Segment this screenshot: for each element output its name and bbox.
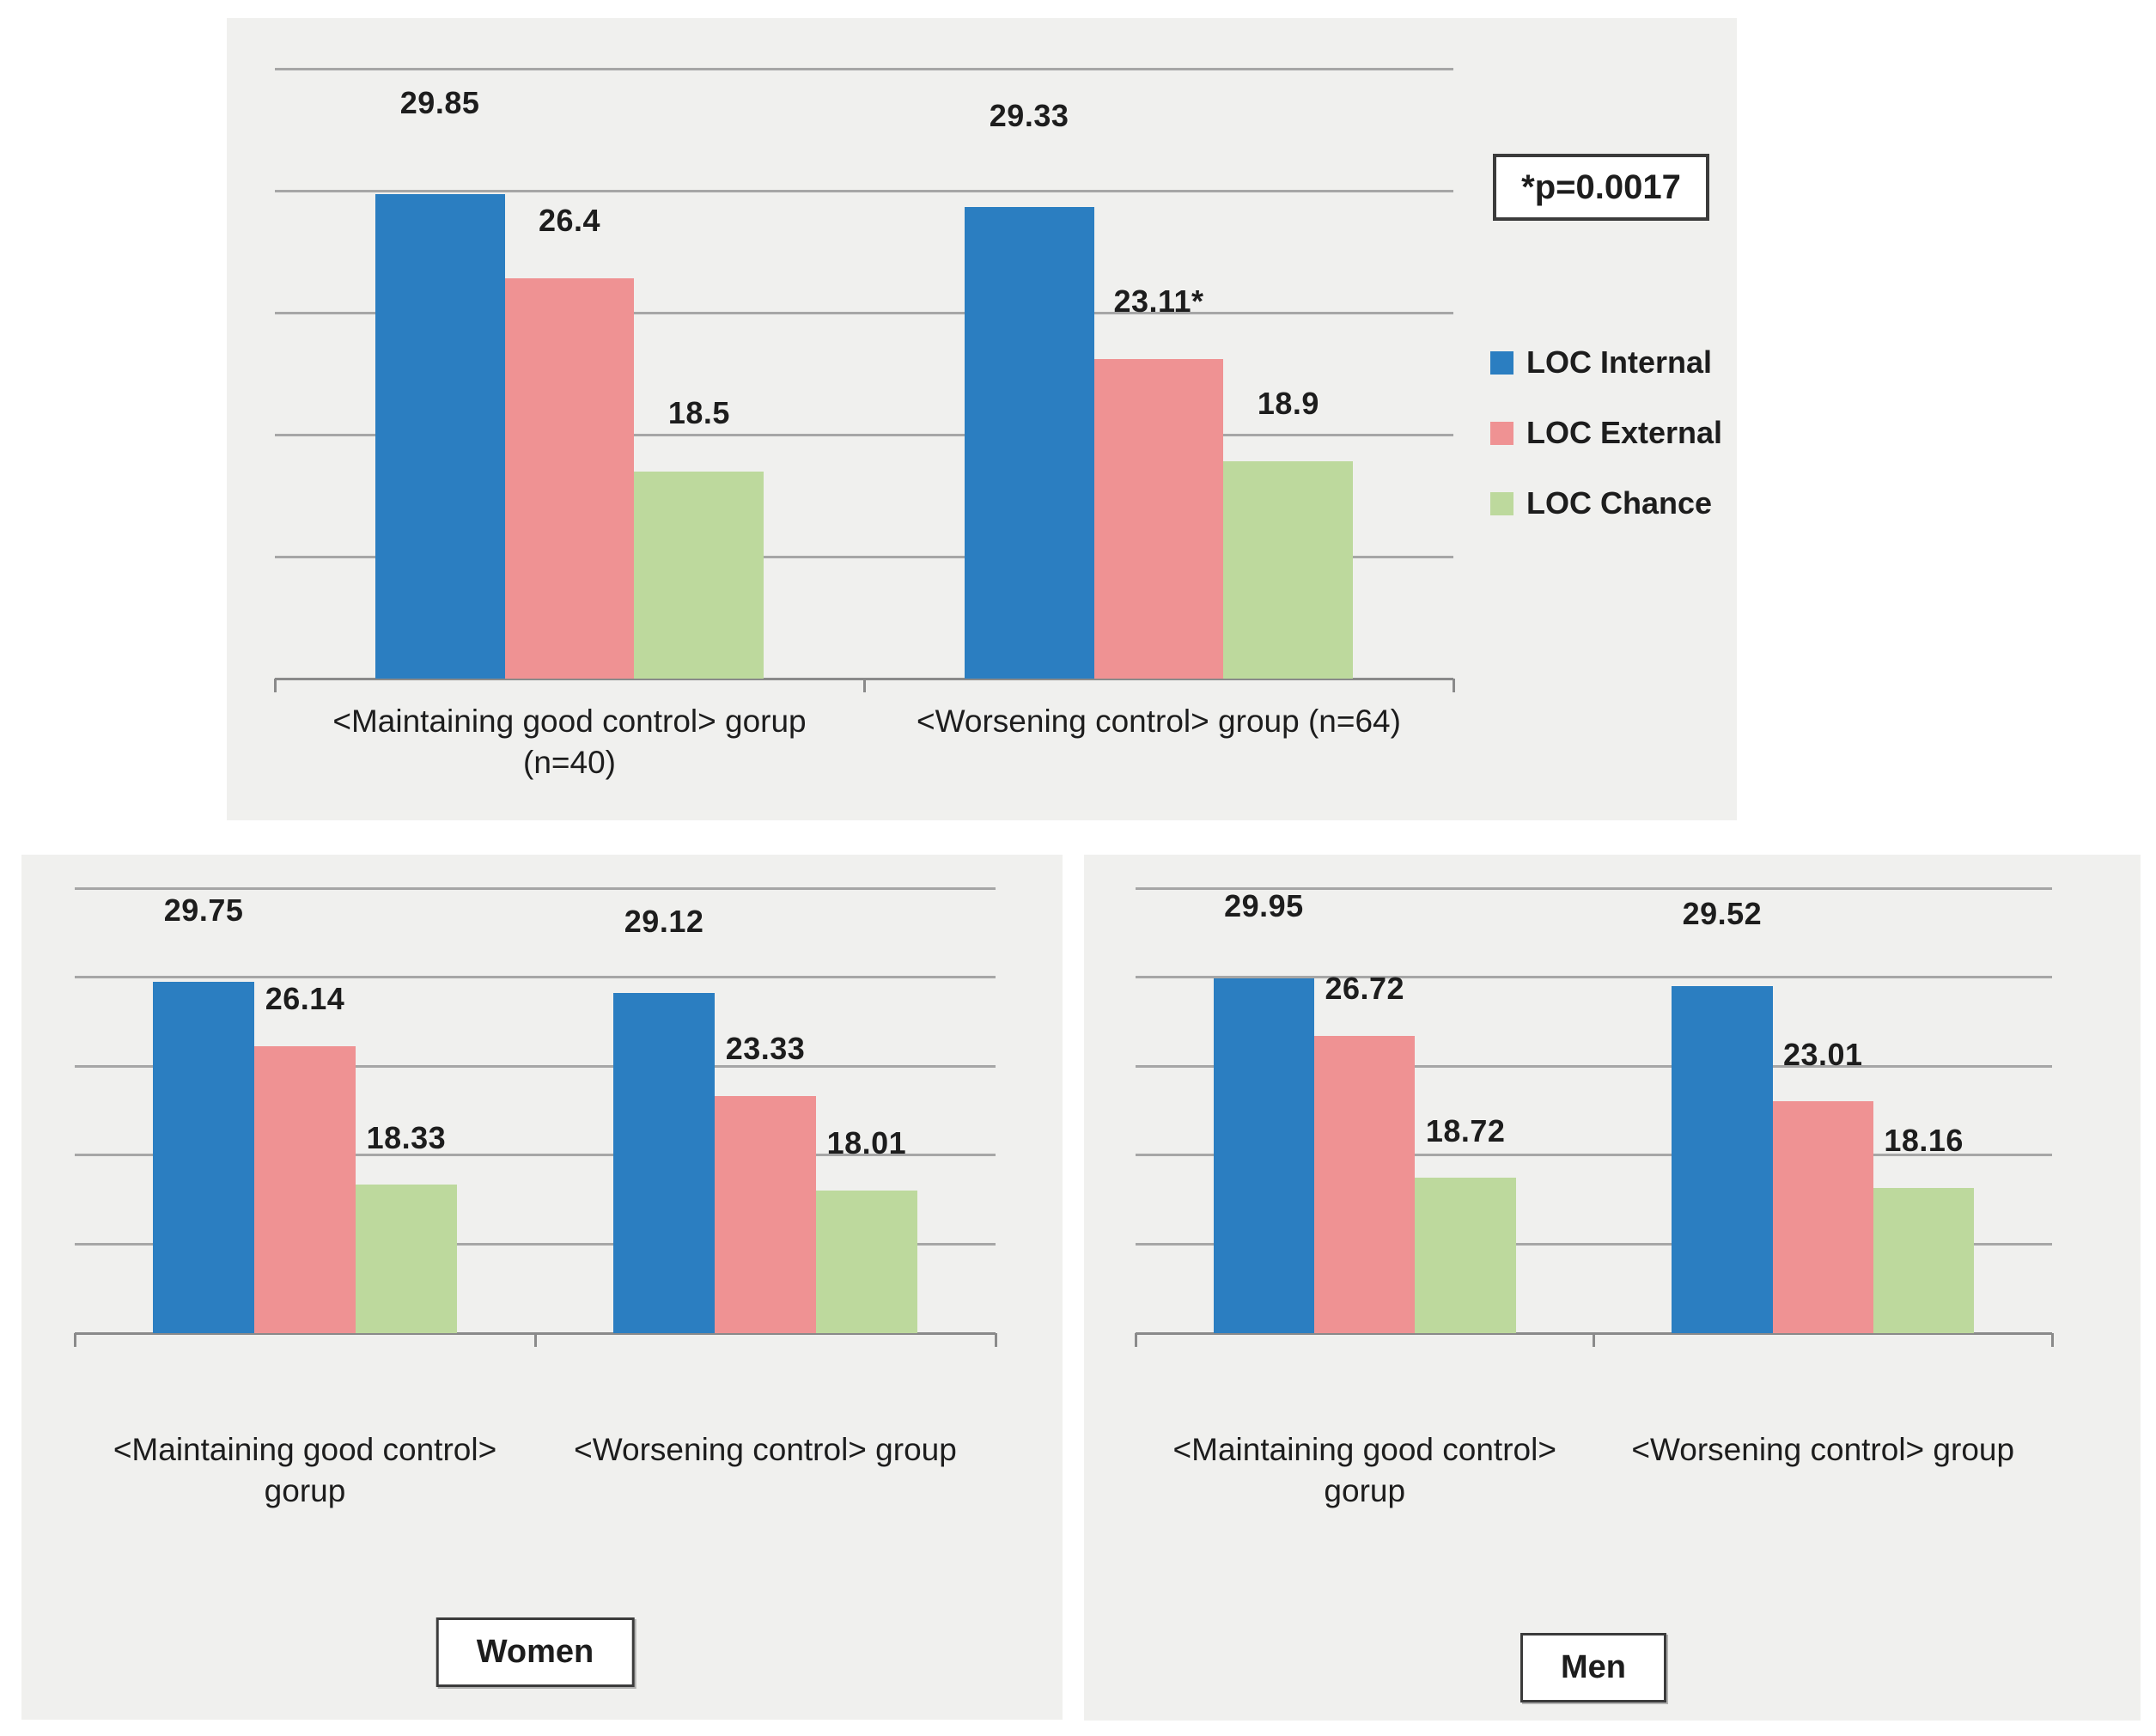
data-label: 29.12 [624, 903, 704, 939]
x-axis-tick [73, 1333, 76, 1347]
gridline [1136, 1242, 2052, 1246]
data-label: 26.4 [538, 203, 601, 239]
x-axis-tick [1134, 1333, 1137, 1347]
x-axis-tick [1593, 1333, 1595, 1347]
data-label: 26.72 [1325, 970, 1405, 1006]
bar-chance [1223, 461, 1354, 679]
bar-chance [1873, 1187, 1975, 1333]
category-label: <Maintaining good control> gorup [1172, 1432, 1556, 1509]
data-label: 23.11* [1113, 283, 1204, 319]
data-label: 29.95 [1224, 888, 1304, 924]
gridline [75, 1064, 996, 1068]
gridline [1136, 1154, 2052, 1157]
legend-label: LOC Chance [1526, 485, 1713, 521]
gridline [275, 189, 1453, 192]
overall-chart-panel: 29.85 26.4 18.5 <Maintaining good control> … [227, 18, 1737, 820]
gridline [275, 433, 1453, 436]
bar-chance [634, 471, 764, 679]
men-title: Men [1561, 1649, 1626, 1685]
legend-label: LOC Internal [1526, 344, 1713, 380]
legend-item: LOC Internal [1490, 344, 1722, 381]
bar-chance [1415, 1178, 1516, 1333]
bar-chance [355, 1185, 457, 1333]
bar-internal [613, 992, 716, 1333]
bar-chance [815, 1191, 917, 1333]
plot-area: 29.75 26.14 18.33 <Maintaining good control… [73, 886, 997, 1508]
bar-internal [375, 194, 505, 679]
data-label: 29.85 [399, 85, 480, 121]
x-axis-tick [2050, 1333, 2054, 1347]
gridline [1136, 1064, 2052, 1068]
men-chart-panel: 29.95 26.72 18.72 <Maintaining good control… [1084, 855, 2141, 1721]
x-axis-tick [533, 1333, 537, 1347]
category-label: <Worsening control> group [1631, 1432, 2015, 1467]
bar-external [1314, 1035, 1416, 1333]
bar-external [504, 278, 635, 679]
data-label: 18.01 [826, 1125, 907, 1161]
x-axis-tick [862, 679, 866, 692]
plot-area: 29.95 26.72 18.72 <Maintaining good control… [1134, 886, 2054, 1508]
data-label: 18.16 [1884, 1123, 1964, 1159]
gridline [75, 1154, 996, 1157]
legend-item: LOC External [1490, 415, 1722, 451]
legend-swatch-external-icon [1490, 421, 1513, 445]
gridline [75, 1242, 996, 1246]
x-axis-tick [994, 1333, 997, 1347]
legend-swatch-internal-icon [1490, 350, 1513, 375]
gridline [275, 555, 1453, 558]
legend-label: LOC External [1526, 415, 1723, 450]
gridline [75, 976, 996, 979]
bar-internal [1213, 978, 1315, 1333]
gridline [275, 311, 1453, 314]
category-label: <Maintaining good control> gorup [113, 1432, 497, 1509]
bar-internal [1672, 985, 1773, 1333]
bar-external [715, 1095, 816, 1333]
category-label: <Worsening control> group [574, 1432, 957, 1467]
data-label: 29.75 [163, 892, 244, 928]
data-label: 18.33 [366, 1119, 447, 1155]
legend: LOC Internal LOC External LOC Chance [1490, 344, 1722, 521]
women-chart-panel: 29.75 26.14 18.33 <Maintaining good control… [21, 855, 1063, 1720]
bar-internal [964, 207, 1094, 679]
bar-internal [153, 981, 255, 1333]
x-axis-tick [273, 679, 277, 692]
data-label: 18.5 [667, 395, 730, 431]
data-label: 29.33 [989, 97, 1069, 133]
p-value-text: *p=0.0017 [1521, 168, 1681, 206]
bar-external [1772, 1101, 1873, 1333]
data-label: 18.72 [1425, 1112, 1506, 1148]
gridline [1136, 886, 2052, 890]
plot-area: 29.85 26.4 18.5 <Maintaining good control> … [273, 67, 1455, 780]
data-label: 18.9 [1257, 386, 1319, 422]
gridline [1136, 976, 2052, 979]
data-label: 23.33 [725, 1031, 806, 1067]
category-label: <Maintaining good control> gorup (n=40) [332, 704, 807, 781]
category-label: <Worsening control> group (n=64) [917, 704, 1401, 739]
legend-swatch-chance-icon [1490, 491, 1513, 515]
bar-external [254, 1045, 356, 1333]
men-title-box: Men [1520, 1633, 1666, 1702]
legend-item: LOC Chance [1490, 485, 1722, 521]
data-label: 23.01 [1782, 1036, 1863, 1072]
gridline [75, 886, 996, 890]
women-title-box: Women [435, 1617, 635, 1687]
data-label: 26.14 [265, 980, 345, 1016]
p-value-box: *p=0.0017 [1493, 154, 1709, 221]
bar-external [1093, 358, 1224, 679]
x-axis-tick [1452, 679, 1455, 692]
data-label: 29.52 [1682, 896, 1763, 932]
gridline [275, 67, 1453, 70]
women-title: Women [476, 1634, 594, 1670]
